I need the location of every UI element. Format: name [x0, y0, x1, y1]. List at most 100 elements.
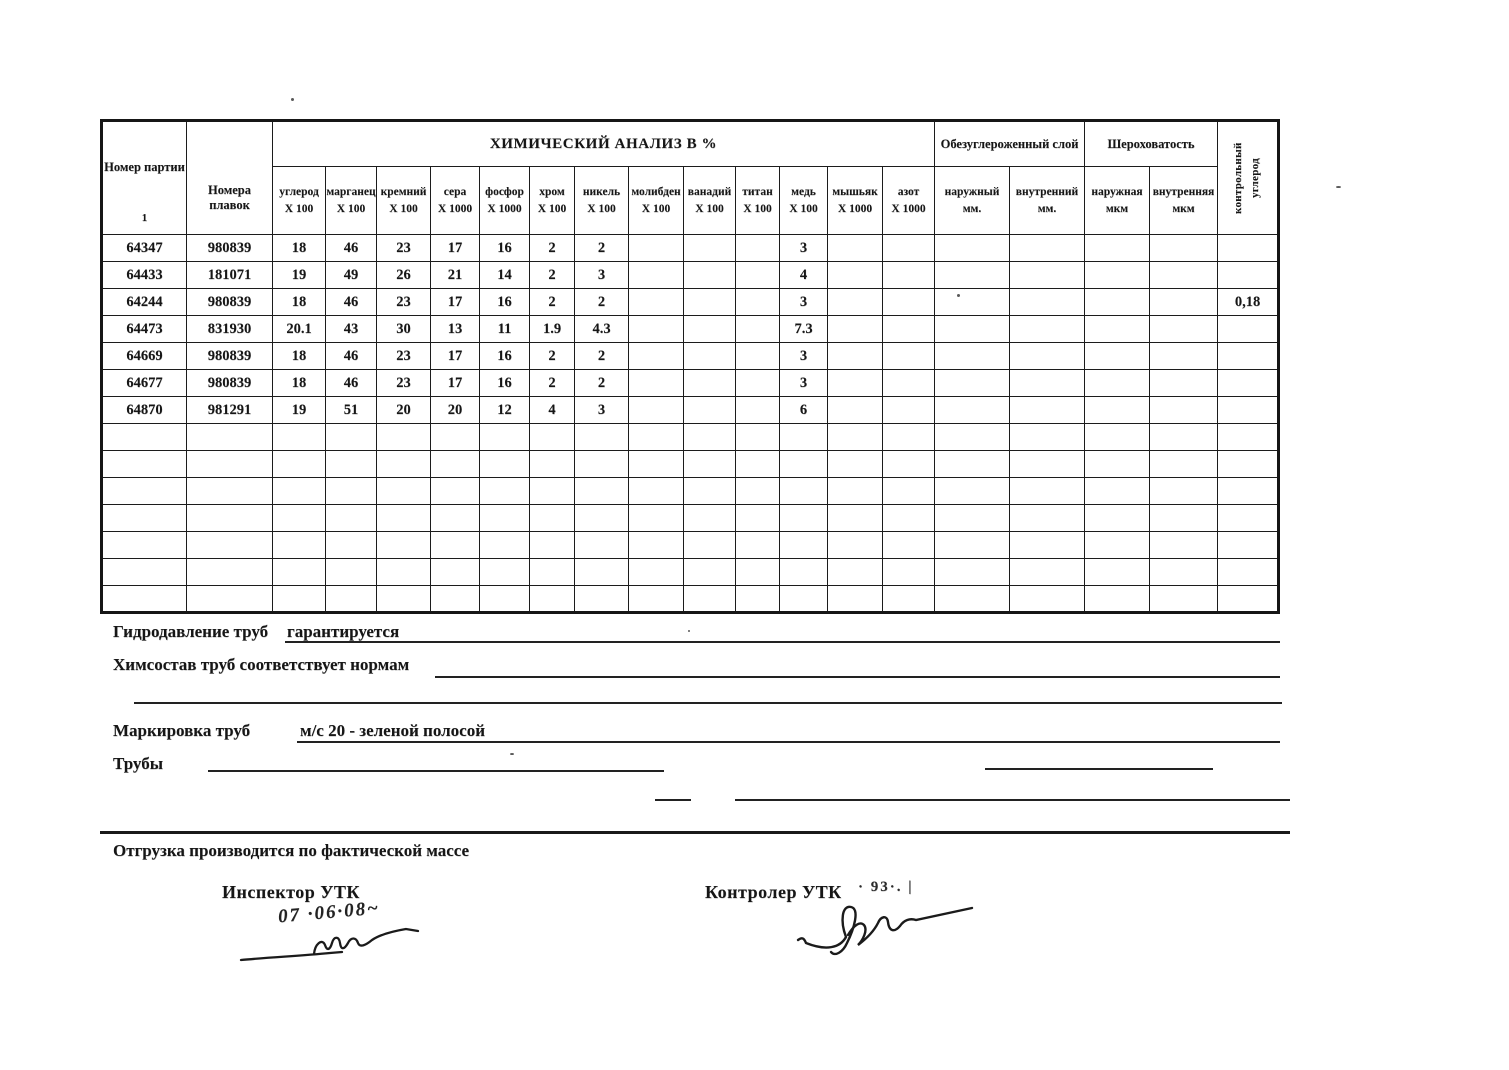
table-cell: [1149, 558, 1218, 586]
table-cell: [325, 585, 377, 613]
table-cell: [735, 558, 780, 586]
chemical-analysis-table: Номер партии 1 Номера плавок ХИМИЧЕСКИЙ …: [100, 119, 1280, 614]
table-cell: 16: [479, 342, 530, 370]
table-cell: [1149, 504, 1218, 532]
table-cell: [934, 342, 1010, 370]
table-cell: 18: [272, 342, 326, 370]
table-cell: [628, 342, 684, 370]
table-cell: 2: [574, 288, 629, 316]
table-cell: [934, 396, 1010, 424]
table-cell: [430, 423, 480, 451]
table-cell: [479, 423, 530, 451]
fill-line: [655, 799, 691, 801]
table-cell: [779, 558, 828, 586]
table-cell: [1149, 261, 1218, 289]
table-cell: [628, 396, 684, 424]
table-cell: [779, 531, 828, 559]
table-cell: [325, 531, 377, 559]
table-cell: [574, 477, 629, 505]
table-cell: [1217, 234, 1279, 262]
table-cell: [529, 558, 575, 586]
table-row: 64677 980839 18 46 23 17 16 2 2 3: [101, 369, 1279, 397]
table-cell: [1084, 450, 1150, 478]
table-cell: [1009, 423, 1085, 451]
marking-label: Маркировка труб: [113, 721, 251, 740]
table-cell: [934, 288, 1010, 316]
column-header: титан X 100: [735, 166, 780, 235]
table-cell: 4: [779, 261, 828, 289]
table-cell: [628, 477, 684, 505]
table-cell: [376, 531, 431, 559]
table-row: [101, 477, 1279, 505]
table-cell: [1217, 396, 1279, 424]
table-cell: [882, 450, 935, 478]
table-cell: 980839: [186, 369, 273, 397]
controller-label: Контролер УТК: [705, 882, 842, 902]
table-cell: [1217, 585, 1279, 613]
table-cell: [779, 585, 828, 613]
table-cell: [934, 585, 1010, 613]
table-cell: [574, 504, 629, 532]
table-cell: [574, 531, 629, 559]
table-row: [101, 585, 1279, 613]
table-cell: [376, 585, 431, 613]
table-cell: [1149, 315, 1218, 343]
table-cell: [325, 450, 377, 478]
table-cell: [628, 504, 684, 532]
table-cell: [1084, 504, 1150, 532]
table-cell: [882, 234, 935, 262]
table-cell: [934, 369, 1010, 397]
table-cell: [683, 477, 736, 505]
table-cell: [882, 342, 935, 370]
table-cell: [1009, 504, 1085, 532]
marking-value: м/с 20 - зеленой полосой: [300, 721, 486, 740]
table-cell: [827, 504, 883, 532]
table-cell: 64244: [101, 288, 187, 316]
table-cell: [1149, 585, 1218, 613]
table-cell: [1217, 342, 1279, 370]
table-cell: [827, 477, 883, 505]
table-cell: [376, 423, 431, 451]
table-cell: [882, 315, 935, 343]
table-cell: 3: [779, 342, 828, 370]
header-row-elements: углерод X 100 марганец X 100 кремний X 100 сер…: [102, 166, 1279, 235]
table-cell: 17: [430, 234, 480, 262]
controller-signature: [796, 905, 974, 956]
table-cell: [683, 531, 736, 559]
table-cell: [325, 423, 377, 451]
table-cell: [1217, 558, 1279, 586]
table-cell: [272, 558, 326, 586]
table-cell: [683, 396, 736, 424]
column-header: хром X 100: [529, 166, 575, 235]
table-cell: [628, 234, 684, 262]
table-cell: 2: [529, 342, 575, 370]
table-cell: [479, 531, 530, 559]
header-party-number: Номер партии 1: [101, 120, 187, 235]
table-row: 64870 981291 19 51 20 20 12 4 3 6: [101, 396, 1279, 424]
table-cell: [574, 585, 629, 613]
table-cell: [1217, 369, 1279, 397]
table-cell: 17: [430, 342, 480, 370]
table-cell: [628, 531, 684, 559]
table-cell: 46: [325, 288, 377, 316]
fill-line: [297, 741, 1280, 743]
table-cell: [628, 288, 684, 316]
table-cell: 831930: [186, 315, 273, 343]
table-cell: [529, 504, 575, 532]
fill-line: [735, 799, 1290, 801]
column-header: внутренняя мкм: [1149, 166, 1218, 235]
table-cell: [882, 369, 935, 397]
table-cell: 981291: [186, 396, 273, 424]
table-cell: 19: [272, 396, 326, 424]
table-cell: [628, 558, 684, 586]
table-cell: 23: [376, 234, 431, 262]
table-cell: 0,18: [1217, 288, 1279, 316]
table-cell: [735, 504, 780, 532]
table-cell: [101, 504, 187, 532]
table-cell: [735, 369, 780, 397]
table-cell: [1009, 315, 1085, 343]
table-cell: 64433: [101, 261, 187, 289]
table-cell: [1217, 261, 1279, 289]
table-cell: [430, 558, 480, 586]
pipes-label: Трубы: [113, 754, 163, 773]
